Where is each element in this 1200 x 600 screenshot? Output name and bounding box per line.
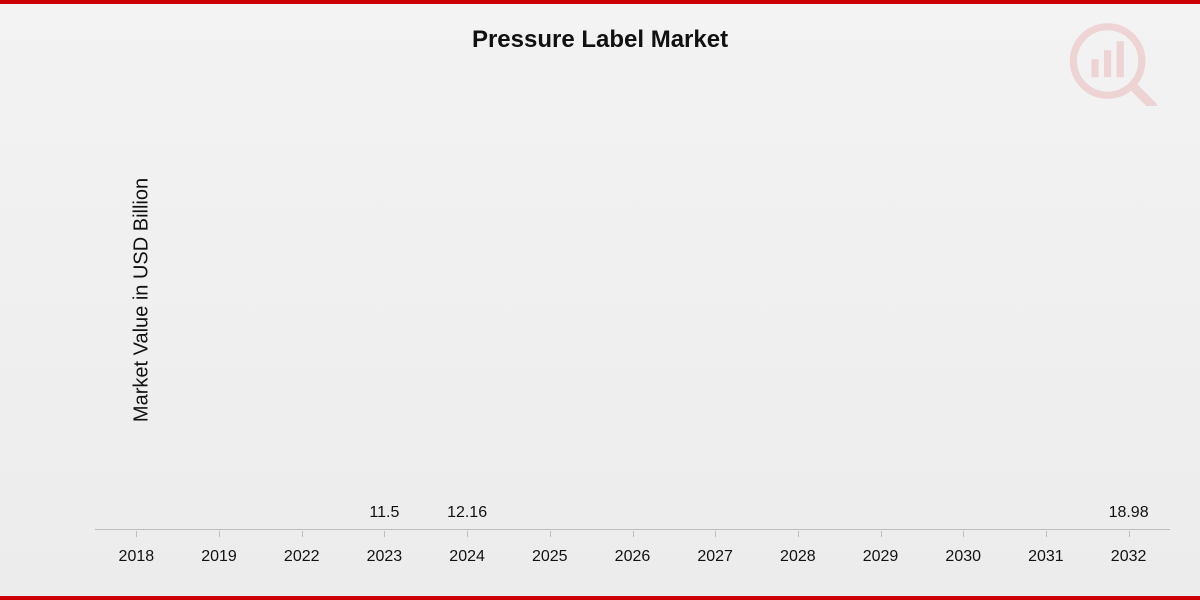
x-axis-label: 2022 [260,548,343,566]
x-axis-label: 2024 [426,548,509,566]
x-axis-label: 2027 [674,548,757,566]
x-axis-label: 2028 [757,548,840,566]
chart-frame: Pressure Label Market Market Value in US… [0,0,1200,600]
x-axis-tick [550,531,551,537]
x-axis-label: 2023 [343,548,426,566]
bars-container: ... 11.5 12.16....... 18.98 [95,120,1170,529]
x-axis-label: 2030 [922,548,1005,566]
bar-value-label: 18.98 [1109,503,1149,523]
x-axis-label: 2032 [1087,548,1170,566]
x-axis-label: 2019 [178,548,261,566]
x-axis-tick [302,531,303,537]
bar-wrap: . [674,503,757,529]
x-axis-tick [1129,531,1130,537]
x-axis-tick [219,531,220,537]
bar-wrap: . [95,503,178,529]
bar-wrap: . [178,503,261,529]
bar-wrap: 11.5 [343,503,426,529]
watermark-logo-icon [1068,16,1158,106]
x-axis-tick [798,531,799,537]
x-axis-tick [384,531,385,537]
x-axis-label: 2029 [839,548,922,566]
x-axis-tick [963,531,964,537]
x-axis-labels: 2018201920222023202420252026202720282029… [95,548,1170,566]
top-accent-bar [0,0,1200,4]
bottom-accent-bar [0,596,1200,600]
bar-wrap: . [508,503,591,529]
bar-wrap: . [839,503,922,529]
x-axis-tick [715,531,716,537]
x-axis-tick [1046,531,1047,537]
chart-title: Pressure Label Market [0,26,1200,54]
x-axis-tick [881,531,882,537]
bar-wrap: . [260,503,343,529]
bar-wrap: . [1005,503,1088,529]
x-axis-label: 2018 [95,548,178,566]
plot-area: ... 11.5 12.16....... 18.98 [95,120,1170,530]
x-axis-label: 2026 [591,548,674,566]
bar-wrap: 12.16 [426,503,509,529]
bar-wrap: . [757,503,840,529]
x-axis-tick [467,531,468,537]
x-axis-label: 2025 [508,548,591,566]
x-axis-tick [633,531,634,537]
bar-wrap: 18.98 [1087,503,1170,529]
bar-value-label: 11.5 [369,503,399,523]
bar-value-label: 12.16 [447,503,487,523]
x-axis-label: 2031 [1005,548,1088,566]
x-axis-tick [136,531,137,537]
bar-wrap: . [591,503,674,529]
bar-wrap: . [922,503,1005,529]
